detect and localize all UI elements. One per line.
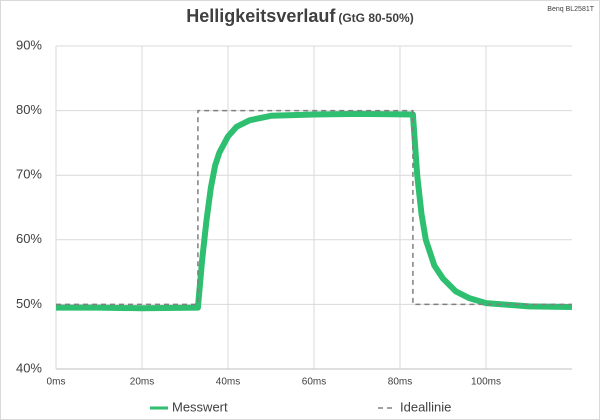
y-tick-label: 90% (16, 37, 42, 52)
x-tick-label: 100ms (471, 377, 501, 388)
annotation: Benq BL2581T (547, 6, 594, 13)
y-tick-label: 40% (16, 360, 42, 375)
y-tick-label: 70% (16, 167, 42, 182)
chart-title: Helligkeitsverlauf (186, 6, 336, 26)
x-tick-label: 0ms (47, 377, 66, 388)
legend-label: Messwert (172, 399, 228, 414)
x-tick-label: 60ms (302, 377, 326, 388)
y-tick-label: 50% (16, 296, 42, 311)
data-line (56, 110, 573, 312)
legend-label: Ideallinie (400, 399, 451, 414)
x-tick-label: 40ms (216, 377, 240, 388)
x-tick-label: 80ms (388, 377, 412, 388)
chart-subtitle: (GtG 80-50%) (338, 11, 413, 25)
data-line (56, 109, 572, 306)
y-tick-label: 80% (16, 102, 42, 117)
y-tick-label: 60% (16, 231, 42, 246)
x-tick-label: 20ms (130, 377, 154, 388)
